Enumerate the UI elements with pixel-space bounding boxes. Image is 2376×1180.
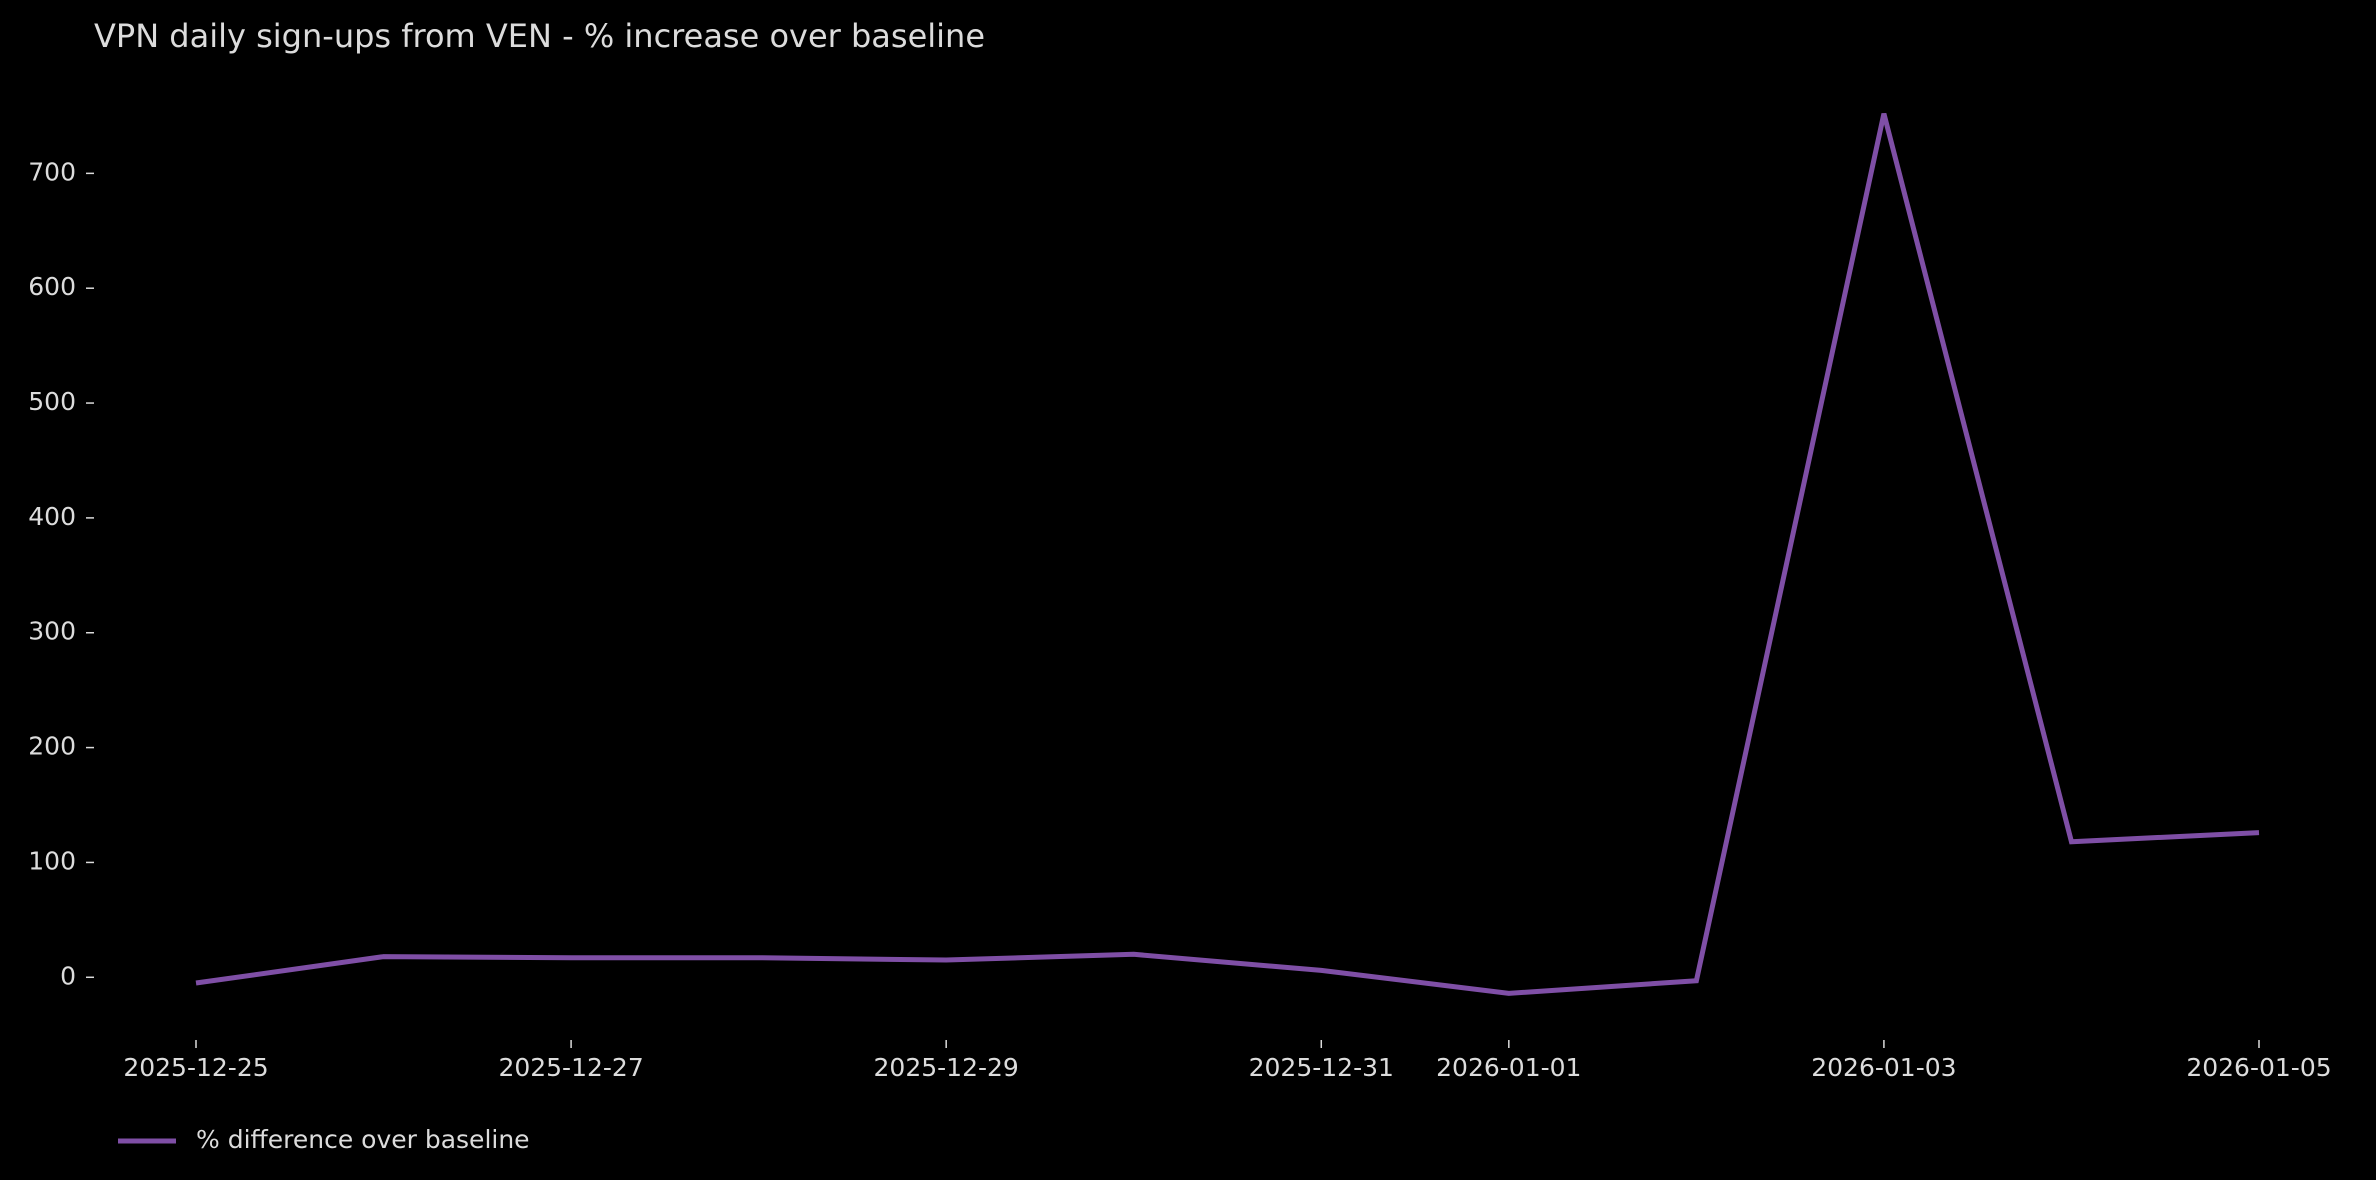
y-tick-label: 400 <box>28 502 76 531</box>
y-tick-label: 600 <box>28 272 76 301</box>
x-tick-label: 2025-12-25 <box>123 1053 268 1082</box>
y-tick-label: 300 <box>28 617 76 646</box>
x-tick-label: 2025-12-31 <box>1249 1053 1394 1082</box>
x-tick-label: 2026-01-05 <box>2186 1053 2331 1082</box>
chart-title: VPN daily sign-ups from VEN - % increase… <box>94 17 985 55</box>
x-tick-label: 2025-12-29 <box>874 1053 1019 1082</box>
x-tick-label: 2026-01-01 <box>1436 1053 1581 1082</box>
y-tick-label: 500 <box>28 387 76 416</box>
y-tick-label: 200 <box>28 732 76 761</box>
legend-label: % difference over baseline <box>196 1125 530 1154</box>
y-tick-label: 100 <box>28 846 76 875</box>
y-tick-label: 700 <box>28 157 76 186</box>
x-tick-label: 2025-12-27 <box>498 1053 643 1082</box>
data-line <box>195 113 2260 996</box>
y-tick-label: 0 <box>60 961 76 990</box>
x-tick-label: 2026-01-03 <box>1811 1053 1956 1082</box>
